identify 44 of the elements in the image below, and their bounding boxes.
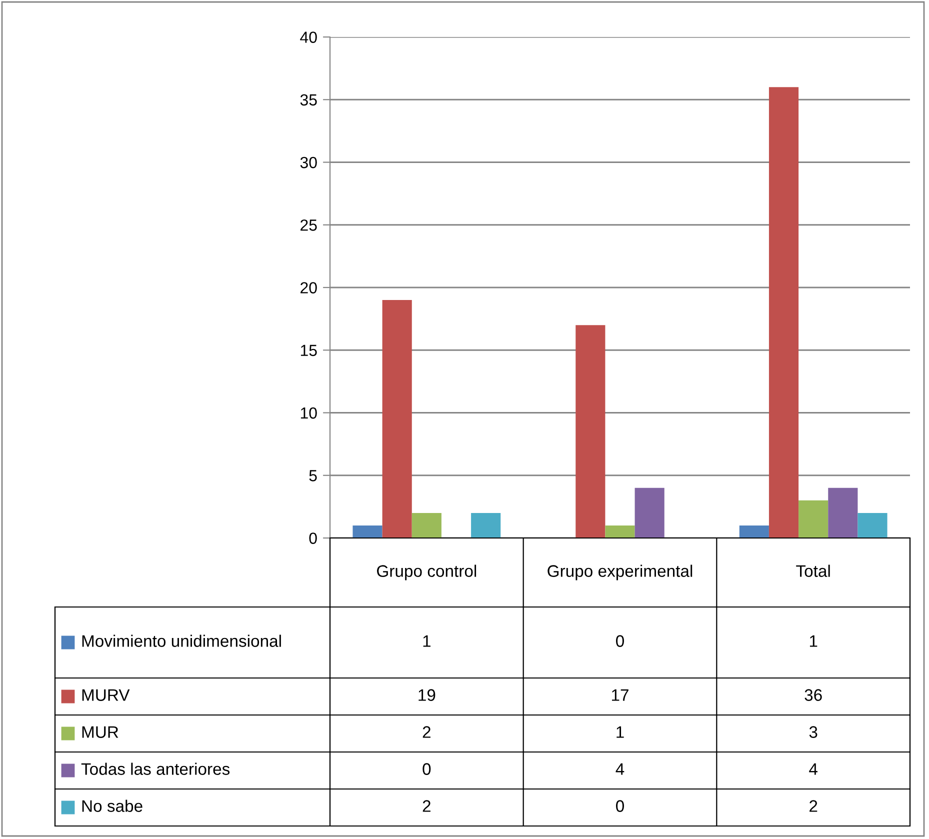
bar xyxy=(828,488,858,538)
y-tick-label: 35 xyxy=(300,94,317,106)
y-tick-label: 5 xyxy=(309,470,317,482)
bar xyxy=(576,325,606,538)
legend-label: MUR xyxy=(82,726,118,738)
y-tick-label: 20 xyxy=(300,282,317,294)
y-tick-label: 0 xyxy=(309,532,317,544)
data-label: 1 xyxy=(423,635,430,647)
data-label: 0 xyxy=(616,800,624,812)
x-tick-label: Grupo experimental xyxy=(548,564,692,580)
data-label: 4 xyxy=(616,763,624,775)
data-label: 0 xyxy=(422,763,431,775)
y-tick-label: 15 xyxy=(300,344,317,356)
data-label: 2 xyxy=(422,800,430,812)
legend-label: Todas las anteriores xyxy=(81,762,230,775)
x-tick-label: Total xyxy=(796,564,830,577)
bar xyxy=(382,300,412,538)
y-tick-label: 30 xyxy=(300,156,317,168)
data-label: 1 xyxy=(810,635,818,647)
data-label: 3 xyxy=(809,726,818,738)
data-label: 0 xyxy=(616,635,624,647)
legend-label: MURV xyxy=(82,689,130,701)
y-tick-label: 25 xyxy=(300,220,317,231)
data-label: 2 xyxy=(810,800,818,812)
bar xyxy=(798,500,828,538)
bar xyxy=(605,525,635,538)
bar xyxy=(768,87,799,538)
legend-label: No sabe xyxy=(82,800,142,812)
data-label: 36 xyxy=(804,689,822,701)
legend-label: Movimiento unidimensional xyxy=(82,634,281,647)
bar xyxy=(352,525,382,538)
data-label: 2 xyxy=(422,726,430,738)
data-label: 19 xyxy=(418,689,436,701)
data-label: 17 xyxy=(612,689,628,701)
bar xyxy=(412,512,442,538)
bar xyxy=(634,488,664,538)
bar xyxy=(858,512,888,538)
data-label: 4 xyxy=(809,763,818,775)
x-tick-label: Grupo control xyxy=(377,564,476,580)
y-tick-label: 10 xyxy=(300,407,317,419)
y-tick-label: 40 xyxy=(300,32,317,43)
data-label: 1 xyxy=(616,726,624,738)
bar xyxy=(739,525,769,538)
bar xyxy=(471,512,501,538)
